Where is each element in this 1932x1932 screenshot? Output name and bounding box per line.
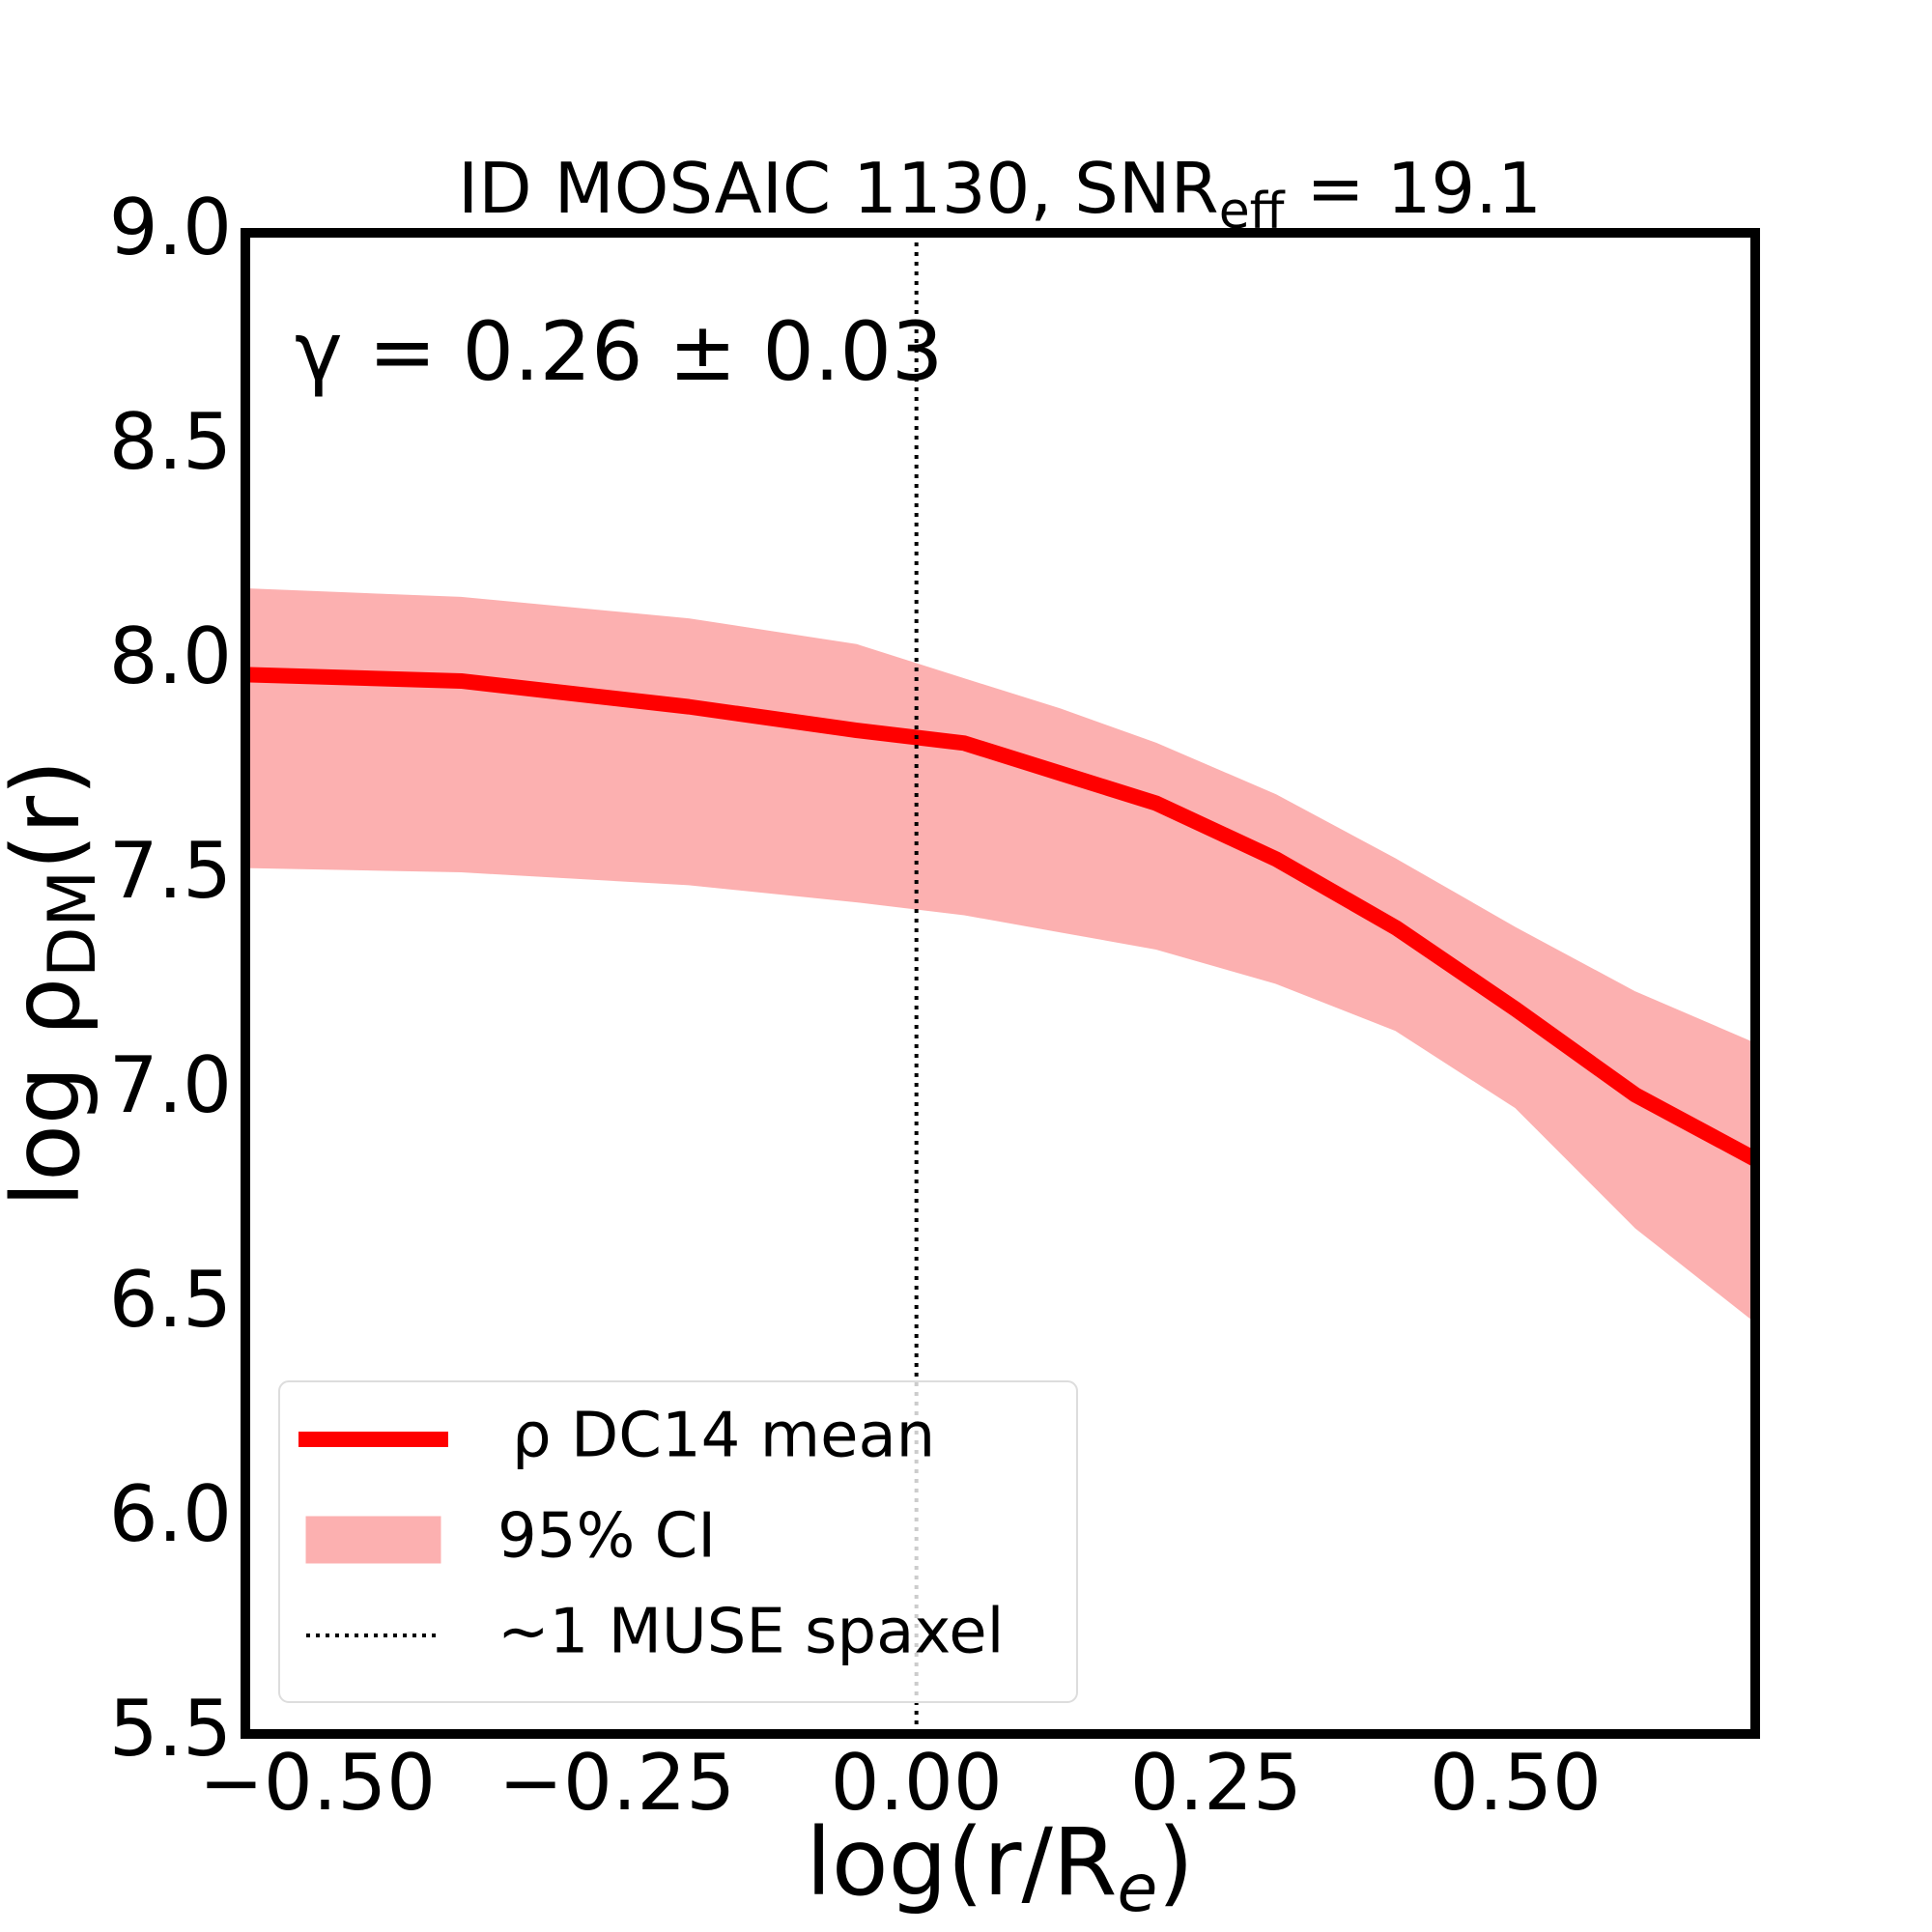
x-axis-label: log(r/Re)	[806, 1808, 1194, 1926]
y-tick-label: 8.5	[109, 397, 232, 487]
y-tick-label: 8.0	[109, 611, 232, 701]
title-main: ID MOSAIC 1130, SNR	[458, 148, 1219, 229]
plot-frame	[241, 228, 1760, 1739]
y-axis-label: log ρDM(r)	[0, 759, 111, 1207]
x-label-tail: )	[1157, 1808, 1193, 1917]
y-tick-label: 5.5	[109, 1684, 232, 1774]
annotation: γ = 0.26 ± 0.03	[295, 304, 943, 399]
chart-title: ID MOSAIC 1130, SNReff = 19.1	[458, 148, 1542, 241]
x-tick-label: 0.25	[1130, 1738, 1302, 1828]
legend-patch	[305, 1516, 441, 1564]
legend-label: ρ DC14 mean	[512, 1401, 935, 1472]
title-tail: = 19.1	[1285, 148, 1542, 229]
y-label-sub: DM	[35, 870, 111, 978]
y-tick-label: 6.0	[109, 1469, 232, 1559]
legend-label: ∼1 MUSE spaxel	[497, 1597, 1004, 1668]
x-label-sub: e	[1118, 1851, 1158, 1927]
y-label-main: log ρ	[0, 978, 100, 1208]
legend-label: 95% CI	[497, 1501, 716, 1573]
x-tick-label: −0.50	[199, 1738, 436, 1828]
ci-band	[245, 588, 1755, 1323]
x-tick-label: 0.50	[1430, 1738, 1602, 1828]
x-tick-label: −0.25	[498, 1738, 735, 1828]
mean-line	[245, 667, 1755, 1167]
y-label-tail: (r)	[0, 759, 100, 869]
legend-box	[278, 1380, 1078, 1703]
y-tick-label: 6.5	[109, 1255, 232, 1345]
x-tick-label: 0.00	[831, 1738, 1003, 1828]
y-tick-label: 9.0	[109, 183, 232, 272]
x-label-main: log(r/R	[806, 1808, 1117, 1917]
y-tick-label: 7.0	[109, 1040, 232, 1130]
y-tick-label: 7.5	[109, 826, 232, 916]
